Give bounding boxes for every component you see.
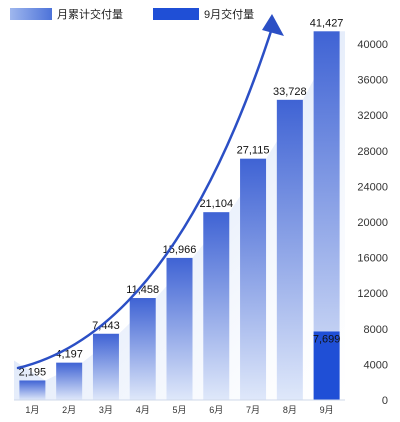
bar-cumulative-3 — [92, 333, 119, 400]
y-tick-5: 20000 — [357, 217, 388, 229]
bar-cumulative-5 — [166, 257, 193, 400]
y-tick-3: 12000 — [357, 288, 388, 300]
x-tick-6: 6月 — [209, 405, 223, 415]
legend-swatch-monthly — [153, 8, 199, 20]
bar-cumulative-2 — [56, 362, 83, 400]
data-label-1: 2,195 — [19, 366, 47, 378]
x-tick-3: 3月 — [99, 405, 113, 415]
data-label-9: 41,427 — [310, 17, 344, 29]
legend-item-monthly: 9月交付量 — [153, 6, 254, 22]
legend: 月累计交付量 9月交付量 — [10, 6, 254, 22]
legend-label-monthly: 9月交付量 — [204, 9, 255, 21]
monthly-data-label: 7,699 — [313, 333, 341, 345]
bar-cumulative-8 — [276, 99, 303, 400]
legend-swatch-cumulative — [10, 8, 52, 20]
data-label-6: 21,104 — [199, 198, 233, 210]
y-tick-1: 4000 — [364, 359, 388, 371]
bar-cumulative-4 — [129, 298, 156, 400]
data-label-8: 33,728 — [273, 86, 307, 98]
bar-cumulative-1 — [19, 380, 46, 400]
x-tick-7: 7月 — [246, 405, 260, 415]
legend-label-cumulative: 月累计交付量 — [57, 9, 123, 21]
legend-item-cumulative: 月累计交付量 — [10, 6, 123, 22]
x-tick-8: 8月 — [283, 405, 297, 415]
x-tick-9: 9月 — [320, 405, 334, 415]
x-tick-1: 1月 — [25, 405, 39, 415]
y-tick-9: 36000 — [357, 75, 388, 87]
growth-arrow-head — [262, 14, 284, 36]
x-tick-2: 2月 — [62, 405, 76, 415]
y-tick-0: 0 — [382, 395, 388, 407]
y-tick-4: 16000 — [357, 253, 388, 265]
data-label-7: 27,115 — [237, 145, 270, 157]
data-label-2: 4,197 — [55, 349, 83, 361]
x-tick-5: 5月 — [172, 405, 186, 415]
y-tick-2: 8000 — [364, 324, 388, 336]
y-tick-7: 28000 — [357, 146, 388, 158]
bar-cumulative-7 — [240, 158, 267, 400]
bar-cumulative-6 — [203, 212, 230, 400]
y-tick-6: 24000 — [357, 181, 388, 193]
y-tick-10: 40000 — [357, 39, 388, 51]
y-tick-8: 32000 — [357, 110, 388, 122]
x-tick-4: 4月 — [136, 405, 150, 415]
growth-arrow-line — [16, 20, 276, 370]
bar-monthly-9 — [313, 331, 340, 400]
